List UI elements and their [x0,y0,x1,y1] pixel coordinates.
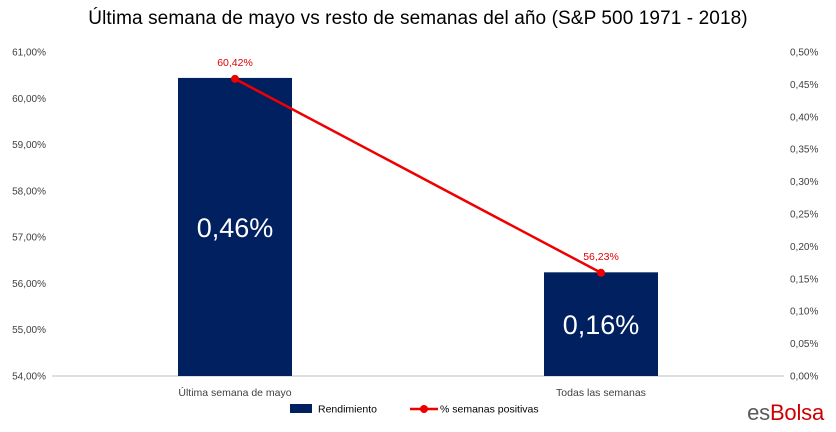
category-label: Todas las semanas [556,387,646,399]
left-axis-tick-label: 60,00% [12,94,46,105]
right-axis-tick-label: 0,45% [790,80,818,91]
legend-line-marker [420,405,428,413]
positive-weeks-line [234,77,602,274]
right-axis-tick-label: 0,30% [790,177,818,188]
left-axis-tick-label: 56,00% [12,279,46,290]
right-axis-tick-label: 0,50% [790,48,818,59]
left-axis-tick-label: 61,00% [12,48,46,59]
left-axis-tick-label: 54,00% [12,372,46,383]
legend-bar-swatch [290,404,312,413]
bar-value-label: 0,16% [563,310,640,340]
right-axis-tick-label: 0,00% [790,372,818,383]
left-axis-tick-label: 57,00% [12,233,46,244]
bar-2 [544,272,658,376]
left-axis-tick-label: 58,00% [12,186,46,197]
right-axis-tick-label: 0,05% [790,339,818,350]
esbolsa-logo: esBolsa [747,400,824,426]
legend-line-label: % semanas positivas [440,404,539,416]
positive-weeks-point [231,74,239,83]
positive-weeks-point [597,268,605,277]
left-axis-tick-label: 59,00% [12,140,46,151]
brand-part2: Bolsa [769,400,824,425]
right-axis-tick-label: 0,40% [790,112,818,123]
point-value-label: 60,42% [217,57,253,69]
bar-value-label: 0,46% [197,213,274,243]
right-axis-tick-label: 0,20% [790,242,818,253]
chart-title: Última semana de mayo vs resto de semana… [88,8,748,29]
right-axis-tick-label: 0,10% [790,307,818,318]
point-value-label: 56,23% [583,251,619,263]
right-axis-tick-label: 0,35% [790,145,818,156]
left-axis-tick-label: 55,00% [12,325,46,336]
category-label: Última semana de mayo [178,386,291,399]
right-axis-tick-label: 0,25% [790,210,818,221]
bar-1 [178,77,292,377]
legend-bar-label: Rendimiento [318,404,377,416]
right-axis-tick-label: 0,15% [790,274,818,285]
brand-part1: es [747,400,770,425]
